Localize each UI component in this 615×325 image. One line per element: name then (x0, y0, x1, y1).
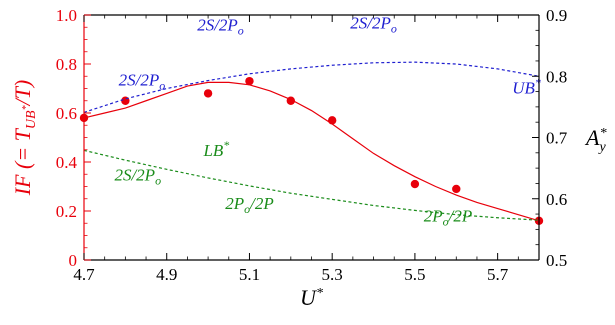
annotation-superscript: * (535, 75, 541, 89)
y-right-label-star: * (600, 126, 607, 141)
annotation-tail: /2P (249, 194, 274, 213)
if-fit-line (83, 81, 540, 222)
x-tick-label: 4.9 (156, 265, 177, 284)
x-axis-label-star: * (316, 286, 323, 301)
y-right-label-main: A (584, 125, 600, 150)
x-tick-label: 5.3 (322, 265, 343, 284)
y-right-tick-label: 0.5 (546, 251, 567, 270)
if-data-point (203, 89, 213, 98)
series-annotation: 2S/2Po (114, 165, 161, 187)
series-annotation: 2S/2Po (119, 70, 166, 92)
x-tick-label: 5.7 (487, 265, 509, 284)
y-left-label-main: IF (= T (10, 127, 35, 196)
y-left-tick-label: 0.6 (56, 104, 77, 123)
series-annotation: 2S/2Po (350, 13, 397, 35)
series-annotation: 2Po/2P (424, 206, 473, 228)
lb-series-line (83, 149, 540, 221)
y-right-tick-label: 0.6 (546, 190, 567, 209)
y-right-tick-label: 0.9 (546, 6, 567, 25)
series-annotation: 2Po/2P (225, 194, 273, 216)
y-left-label-subscript: UB (24, 110, 39, 129)
y-left-tick-label: 1.0 (56, 6, 77, 25)
annotation-text: 2S/2P (350, 13, 391, 32)
annotation-subscript: o (238, 23, 244, 37)
y-left-tick-label: 0 (69, 251, 78, 270)
annotation-subscript: o (159, 78, 165, 92)
y-left-tick-label: 0.4 (56, 153, 78, 172)
x-tick-label: 5.1 (239, 265, 260, 284)
series-annotation: 2S/2Po (197, 15, 244, 37)
y-left-tick-label: 0.8 (56, 55, 77, 74)
if-data-point (410, 179, 420, 189)
annotation-subscript: o (443, 214, 449, 228)
x-axis-label-main: U (300, 285, 318, 310)
annotation-text: LB (202, 141, 223, 160)
y-left-tick-label: 0.2 (56, 202, 77, 221)
annotation-superscript: * (223, 138, 229, 152)
annotation-text: 2S/2P (197, 15, 238, 34)
y-left-label-star: * (21, 105, 32, 110)
annotation-text: UB (512, 78, 535, 97)
y-left-axis-label: IF (= TUB*/T) (10, 80, 39, 197)
x-tick-label: 4.7 (73, 265, 95, 284)
y-right-axis-label: Ay* (584, 125, 607, 155)
y-right-label-subscript: y (597, 140, 606, 155)
y-right-tick-label: 0.7 (546, 129, 568, 148)
ub-series-line (83, 61, 540, 113)
if-data-point (245, 76, 254, 86)
annotation-text: 2S/2P (114, 165, 155, 184)
annotation-text: 2P (424, 206, 443, 225)
annotation-text: 2P (225, 194, 244, 213)
series-annotation: LB* (202, 138, 229, 160)
series-annotation: UB* (512, 75, 541, 97)
y-left-label-tail: /T) (10, 80, 35, 108)
x-axis-label: U* (300, 285, 323, 310)
annotation-text: 2S/2P (119, 70, 160, 89)
annotation-subscript: o (244, 202, 250, 216)
annotation-subscript: o (155, 173, 161, 187)
y-right-tick-label: 0.8 (546, 67, 567, 86)
if-data-point (452, 184, 461, 194)
axes-layer: 4.7 4.9 5.1 5.3 5.5 5.7 0 0.2 0.4 0.6 0.8 1.0 0.5 0.6… (10, 6, 607, 310)
x-tick-label: 5.5 (404, 265, 425, 284)
if-data-point (327, 116, 337, 125)
annotation-subscript: o (391, 21, 397, 35)
annotation-tail: /2P (448, 206, 473, 225)
